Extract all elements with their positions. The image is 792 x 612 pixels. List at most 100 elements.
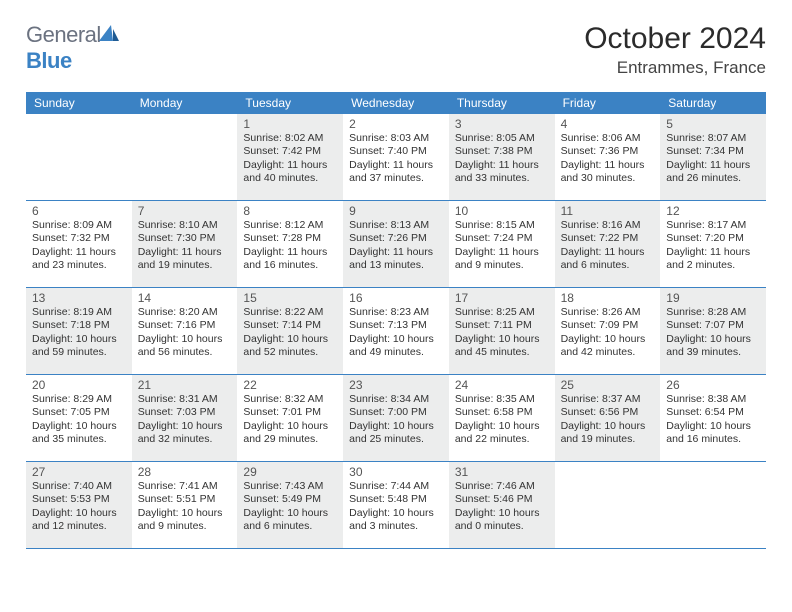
day-cell: 19Sunrise: 8:28 AMSunset: 7:07 PMDayligh… bbox=[660, 288, 766, 374]
brand-text: General Blue bbox=[26, 22, 119, 74]
sunrise-line: Sunrise: 8:22 AM bbox=[243, 306, 337, 319]
sunrise-line: Sunrise: 8:05 AM bbox=[455, 132, 549, 145]
week-row: 6Sunrise: 8:09 AMSunset: 7:32 PMDaylight… bbox=[26, 201, 766, 288]
day-number: 16 bbox=[349, 291, 443, 305]
weekday-header: Sunday bbox=[26, 92, 132, 114]
sunset-line: Sunset: 5:46 PM bbox=[455, 493, 549, 506]
day-number: 23 bbox=[349, 378, 443, 392]
sunset-line: Sunset: 7:18 PM bbox=[32, 319, 126, 332]
daylight-line: Daylight: 11 hours and 9 minutes. bbox=[455, 246, 549, 273]
week-row: 1Sunrise: 8:02 AMSunset: 7:42 PMDaylight… bbox=[26, 114, 766, 201]
sunrise-line: Sunrise: 8:03 AM bbox=[349, 132, 443, 145]
daylight-line: Daylight: 10 hours and 16 minutes. bbox=[666, 420, 760, 447]
day-number: 20 bbox=[32, 378, 126, 392]
daylight-line: Daylight: 10 hours and 42 minutes. bbox=[561, 333, 655, 360]
day-cell: 3Sunrise: 8:05 AMSunset: 7:38 PMDaylight… bbox=[449, 114, 555, 200]
day-number: 8 bbox=[243, 204, 337, 218]
sunrise-line: Sunrise: 8:23 AM bbox=[349, 306, 443, 319]
day-cell: 12Sunrise: 8:17 AMSunset: 7:20 PMDayligh… bbox=[660, 201, 766, 287]
title-block: October 2024 Entrammes, France bbox=[584, 22, 766, 78]
header-bar: General Blue October 2024 Entrammes, Fra… bbox=[26, 22, 766, 78]
day-cell: 17Sunrise: 8:25 AMSunset: 7:11 PMDayligh… bbox=[449, 288, 555, 374]
day-cell: 15Sunrise: 8:22 AMSunset: 7:14 PMDayligh… bbox=[237, 288, 343, 374]
weekday-header-row: SundayMondayTuesdayWednesdayThursdayFrid… bbox=[26, 92, 766, 114]
day-cell: 10Sunrise: 8:15 AMSunset: 7:24 PMDayligh… bbox=[449, 201, 555, 287]
daylight-line: Daylight: 11 hours and 26 minutes. bbox=[666, 159, 760, 186]
sunrise-line: Sunrise: 7:44 AM bbox=[349, 480, 443, 493]
sunset-line: Sunset: 5:49 PM bbox=[243, 493, 337, 506]
sunrise-line: Sunrise: 8:35 AM bbox=[455, 393, 549, 406]
sunrise-line: Sunrise: 8:32 AM bbox=[243, 393, 337, 406]
day-number: 30 bbox=[349, 465, 443, 479]
day-number: 28 bbox=[138, 465, 232, 479]
sunset-line: Sunset: 7:00 PM bbox=[349, 406, 443, 419]
daylight-line: Daylight: 10 hours and 22 minutes. bbox=[455, 420, 549, 447]
day-number: 15 bbox=[243, 291, 337, 305]
sunset-line: Sunset: 7:26 PM bbox=[349, 232, 443, 245]
brand-word-1: General bbox=[26, 22, 101, 47]
day-number: 2 bbox=[349, 117, 443, 131]
sunset-line: Sunset: 7:38 PM bbox=[455, 145, 549, 158]
daylight-line: Daylight: 11 hours and 23 minutes. bbox=[32, 246, 126, 273]
sunrise-line: Sunrise: 8:06 AM bbox=[561, 132, 655, 145]
week-row: 27Sunrise: 7:40 AMSunset: 5:53 PMDayligh… bbox=[26, 462, 766, 549]
weekday-header: Monday bbox=[132, 92, 238, 114]
daylight-line: Daylight: 11 hours and 2 minutes. bbox=[666, 246, 760, 273]
day-cell: 1Sunrise: 8:02 AMSunset: 7:42 PMDaylight… bbox=[237, 114, 343, 200]
daylight-line: Daylight: 11 hours and 37 minutes. bbox=[349, 159, 443, 186]
sunset-line: Sunset: 7:01 PM bbox=[243, 406, 337, 419]
day-number: 3 bbox=[455, 117, 549, 131]
sunset-line: Sunset: 6:56 PM bbox=[561, 406, 655, 419]
sunset-line: Sunset: 7:32 PM bbox=[32, 232, 126, 245]
daylight-line: Daylight: 10 hours and 6 minutes. bbox=[243, 507, 337, 534]
sunset-line: Sunset: 7:30 PM bbox=[138, 232, 232, 245]
day-cell: 8Sunrise: 8:12 AMSunset: 7:28 PMDaylight… bbox=[237, 201, 343, 287]
day-cell: 6Sunrise: 8:09 AMSunset: 7:32 PMDaylight… bbox=[26, 201, 132, 287]
sunrise-line: Sunrise: 8:37 AM bbox=[561, 393, 655, 406]
day-number: 26 bbox=[666, 378, 760, 392]
sunset-line: Sunset: 5:51 PM bbox=[138, 493, 232, 506]
sunset-line: Sunset: 5:48 PM bbox=[349, 493, 443, 506]
empty-cell bbox=[660, 462, 766, 548]
day-number: 27 bbox=[32, 465, 126, 479]
day-cell: 29Sunrise: 7:43 AMSunset: 5:49 PMDayligh… bbox=[237, 462, 343, 548]
daylight-line: Daylight: 11 hours and 40 minutes. bbox=[243, 159, 337, 186]
brand-word-2: Blue bbox=[26, 48, 72, 73]
weekday-header: Tuesday bbox=[237, 92, 343, 114]
day-cell: 9Sunrise: 8:13 AMSunset: 7:26 PMDaylight… bbox=[343, 201, 449, 287]
day-number: 14 bbox=[138, 291, 232, 305]
day-number: 5 bbox=[666, 117, 760, 131]
sunrise-line: Sunrise: 8:34 AM bbox=[349, 393, 443, 406]
day-number: 21 bbox=[138, 378, 232, 392]
sunset-line: Sunset: 7:16 PM bbox=[138, 319, 232, 332]
day-cell: 7Sunrise: 8:10 AMSunset: 7:30 PMDaylight… bbox=[132, 201, 238, 287]
day-number: 17 bbox=[455, 291, 549, 305]
week-row: 13Sunrise: 8:19 AMSunset: 7:18 PMDayligh… bbox=[26, 288, 766, 375]
daylight-line: Daylight: 10 hours and 32 minutes. bbox=[138, 420, 232, 447]
sunset-line: Sunset: 7:24 PM bbox=[455, 232, 549, 245]
day-cell: 18Sunrise: 8:26 AMSunset: 7:09 PMDayligh… bbox=[555, 288, 661, 374]
sunset-line: Sunset: 7:36 PM bbox=[561, 145, 655, 158]
day-number: 24 bbox=[455, 378, 549, 392]
sunset-line: Sunset: 7:42 PM bbox=[243, 145, 337, 158]
daylight-line: Daylight: 10 hours and 35 minutes. bbox=[32, 420, 126, 447]
day-cell: 13Sunrise: 8:19 AMSunset: 7:18 PMDayligh… bbox=[26, 288, 132, 374]
sunrise-line: Sunrise: 8:26 AM bbox=[561, 306, 655, 319]
day-number: 31 bbox=[455, 465, 549, 479]
day-number: 29 bbox=[243, 465, 337, 479]
sunrise-line: Sunrise: 8:02 AM bbox=[243, 132, 337, 145]
sunset-line: Sunset: 7:05 PM bbox=[32, 406, 126, 419]
daylight-line: Daylight: 11 hours and 30 minutes. bbox=[561, 159, 655, 186]
month-title: October 2024 bbox=[584, 22, 766, 56]
sunset-line: Sunset: 6:54 PM bbox=[666, 406, 760, 419]
sunrise-line: Sunrise: 8:13 AM bbox=[349, 219, 443, 232]
empty-cell bbox=[26, 114, 132, 200]
daylight-line: Daylight: 10 hours and 12 minutes. bbox=[32, 507, 126, 534]
day-number: 18 bbox=[561, 291, 655, 305]
day-cell: 26Sunrise: 8:38 AMSunset: 6:54 PMDayligh… bbox=[660, 375, 766, 461]
day-number: 11 bbox=[561, 204, 655, 218]
daylight-line: Daylight: 11 hours and 19 minutes. bbox=[138, 246, 232, 273]
sunset-line: Sunset: 6:58 PM bbox=[455, 406, 549, 419]
day-cell: 20Sunrise: 8:29 AMSunset: 7:05 PMDayligh… bbox=[26, 375, 132, 461]
sunset-line: Sunset: 7:03 PM bbox=[138, 406, 232, 419]
